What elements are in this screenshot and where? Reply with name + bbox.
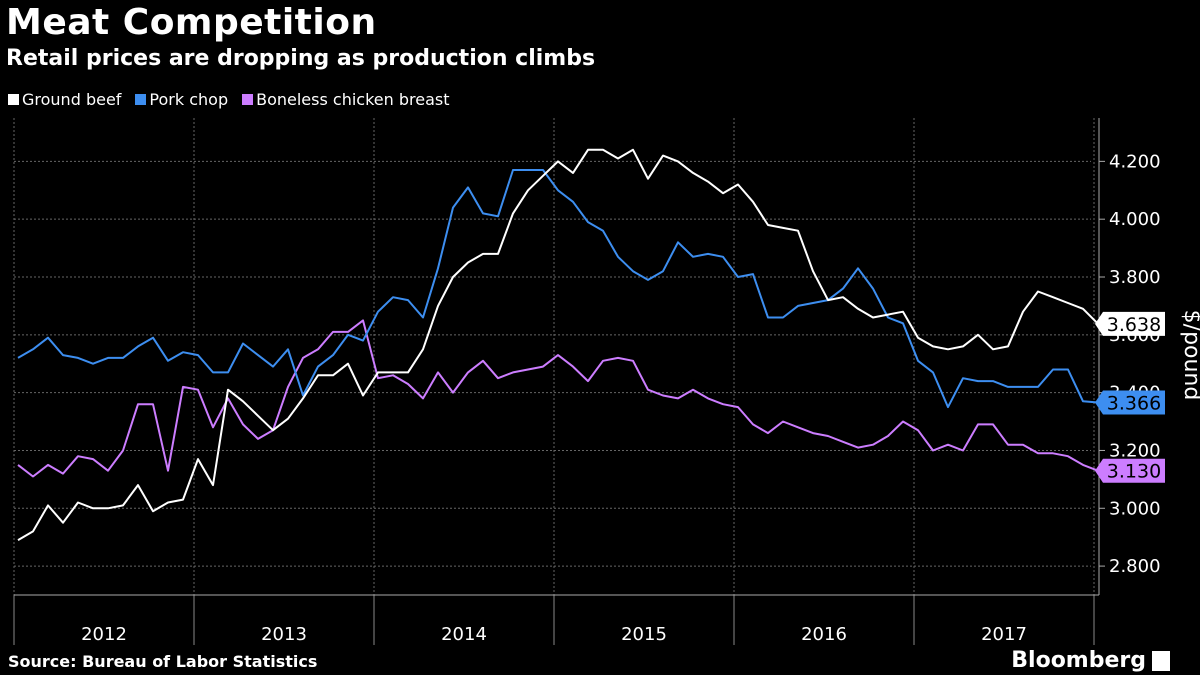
last-value-label-boneless-chicken-breast: 3.130 <box>1095 458 1165 483</box>
x-tick-label: 2012 <box>81 624 127 645</box>
last-value-text: 3.366 <box>1107 392 1161 414</box>
legend-item-chicken-breast: Boneless chicken breast <box>242 90 450 109</box>
y-tick-label: 4.000 <box>1109 209 1161 230</box>
series-line-pork-chop <box>17 169 1099 409</box>
last-value-tag <box>1095 311 1165 336</box>
last-value-text: 3.130 <box>1107 461 1161 483</box>
y-tick-label: 3.800 <box>1109 267 1161 288</box>
x-tick-label: 2017 <box>981 624 1027 645</box>
last-value-tag <box>1095 458 1165 483</box>
x-tick-label: 2016 <box>801 624 847 645</box>
terminal-icon <box>1152 650 1170 671</box>
legend-item-pork-chop: Pork chop <box>135 90 228 109</box>
y-tick-label: 4.200 <box>1109 151 1161 172</box>
x-tick-label: 2013 <box>261 624 307 645</box>
x-tick-label: 2015 <box>621 624 667 645</box>
source-note: Source: Bureau of Labor Statistics <box>8 652 318 671</box>
x-tick-label: 2014 <box>441 624 487 645</box>
brand-logo: Bloomberg <box>1011 648 1170 673</box>
legend-swatch-pork-chop <box>135 94 147 105</box>
chart-title: Meat Competition <box>6 2 377 43</box>
y-tick-label: 3.000 <box>1109 498 1161 519</box>
series-line-ground-beef <box>17 148 1099 541</box>
legend-label: Boneless chicken breast <box>256 90 450 109</box>
last-value-label-ground-beef: 3.638 <box>1095 311 1165 336</box>
series-line-boneless-chicken-breast <box>17 319 1099 478</box>
last-value-text: 3.638 <box>1107 314 1161 336</box>
y-tick-label: 3.200 <box>1109 440 1161 461</box>
legend-label: Pork chop <box>149 90 229 109</box>
y-axis-label: $/pound <box>1179 310 1200 401</box>
legend-label: Ground beef <box>22 90 122 109</box>
legend-item-ground-beef: Ground beef <box>8 90 121 109</box>
y-tick-label: 2.800 <box>1109 556 1161 577</box>
last-value-label-pork-chop: 3.366 <box>1095 390 1165 415</box>
legend-swatch-chicken-breast <box>242 94 254 105</box>
chart-subtitle: Retail prices are dropping as production… <box>6 46 596 71</box>
legend-swatch-ground-beef <box>8 94 19 105</box>
legend: Ground beef Pork chop Boneless chicken b… <box>8 90 450 109</box>
last-value-tag <box>1095 390 1165 415</box>
brand-name: Bloomberg <box>1011 648 1146 673</box>
